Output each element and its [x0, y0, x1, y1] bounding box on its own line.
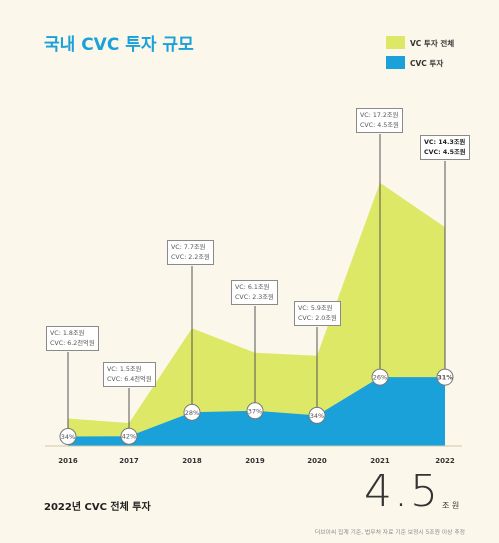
callout-vc-2020: VC: 5.9조원 — [298, 305, 333, 312]
vc-area — [68, 182, 445, 447]
callout-vc-2016: VC: 1.8조원 — [50, 330, 85, 337]
callout-2016: VC: 1.8조원 CVC: 6.2천억원 — [46, 326, 99, 351]
total-investment-unit: 조 원 — [442, 501, 460, 510]
share-circle-2018 — [183, 403, 201, 421]
share-circle-2017 — [120, 427, 138, 445]
share-label-2022: 31% — [437, 374, 453, 382]
callout-cvc-2019: CVC: 2.3조원 — [235, 293, 274, 301]
x-tick-label-2022: 2022 — [435, 457, 455, 465]
callout-cvc-2018: CVC: 2.2조원 — [171, 253, 210, 261]
share-label-2016: 34% — [61, 433, 75, 441]
legend-swatch-vc — [386, 36, 405, 49]
legend-label-vc: VC 투자 전체 — [410, 39, 455, 48]
legend-swatch-cvc — [386, 56, 405, 69]
share-label-2020: 34% — [310, 412, 324, 420]
chart-title: 국내 CVC 투자 규모 — [44, 35, 194, 55]
x-tick-label-2021: 2021 — [370, 457, 390, 465]
callout-cvc-2022: CVC: 4.5조원 — [424, 148, 466, 156]
share-circle-2019 — [246, 402, 264, 420]
callout-cvc-2020: CVC: 2.0조원 — [298, 314, 337, 322]
callout-2022: VC: 14.3조원 CVC: 4.5조원 — [420, 135, 470, 160]
callout-2021: VC: 17.2조원 CVC: 4.5조원 — [356, 108, 403, 133]
share-label-2021: 26% — [373, 374, 387, 382]
share-circle-2020 — [308, 406, 326, 424]
callout-cvc-2021: CVC: 4.5조원 — [360, 121, 399, 129]
share-circle-2021 — [371, 368, 389, 386]
callout-2019: VC: 6.1조원 CVC: 2.3조원 — [231, 280, 278, 305]
x-tick-label-2017: 2017 — [119, 457, 139, 465]
share-circle-2016 — [59, 428, 77, 446]
share-label-2018: 28% — [185, 409, 199, 417]
callout-vc-2017: VC: 1.5조원 — [107, 366, 142, 373]
callout-cvc-2017: CVC: 6.4천억원 — [107, 375, 152, 383]
callout-cvc-2016: CVC: 6.2천억원 — [50, 339, 95, 347]
legend-label-cvc: CVC 투자 — [410, 59, 444, 68]
x-tick-label-2019: 2019 — [245, 457, 265, 465]
callout-2020: VC: 5.9조원 CVC: 2.0조원 — [294, 301, 341, 326]
callout-vc-2018: VC: 7.7조원 — [171, 244, 206, 251]
callout-vc-2022: VC: 14.3조원 — [424, 139, 466, 146]
share-label-2017: 42% — [122, 433, 136, 441]
callout-vc-2019: VC: 6.1조원 — [235, 284, 270, 291]
callout-vc-2021: VC: 17.2조원 — [360, 112, 399, 119]
x-tick-label-2020: 2020 — [307, 457, 327, 465]
x-tick-label-2018: 2018 — [182, 457, 202, 465]
total-investment-value: 4.5 — [364, 466, 440, 517]
callout-2017: VC: 1.5조원 CVC: 6.4천억원 — [103, 362, 156, 387]
footer-label: 2022년 CVC 전체 투자 — [44, 502, 151, 513]
share-circle-2022 — [436, 368, 454, 386]
share-label-2019: 37% — [248, 407, 262, 415]
source-note: 더브이씨 집계 기준, 법무처 자료 기준 보정시 5조원 이상 추정 — [314, 530, 465, 536]
x-tick-label-2016: 2016 — [58, 457, 78, 465]
callout-2018: VC: 7.7조원 CVC: 2.2조원 — [167, 240, 214, 265]
